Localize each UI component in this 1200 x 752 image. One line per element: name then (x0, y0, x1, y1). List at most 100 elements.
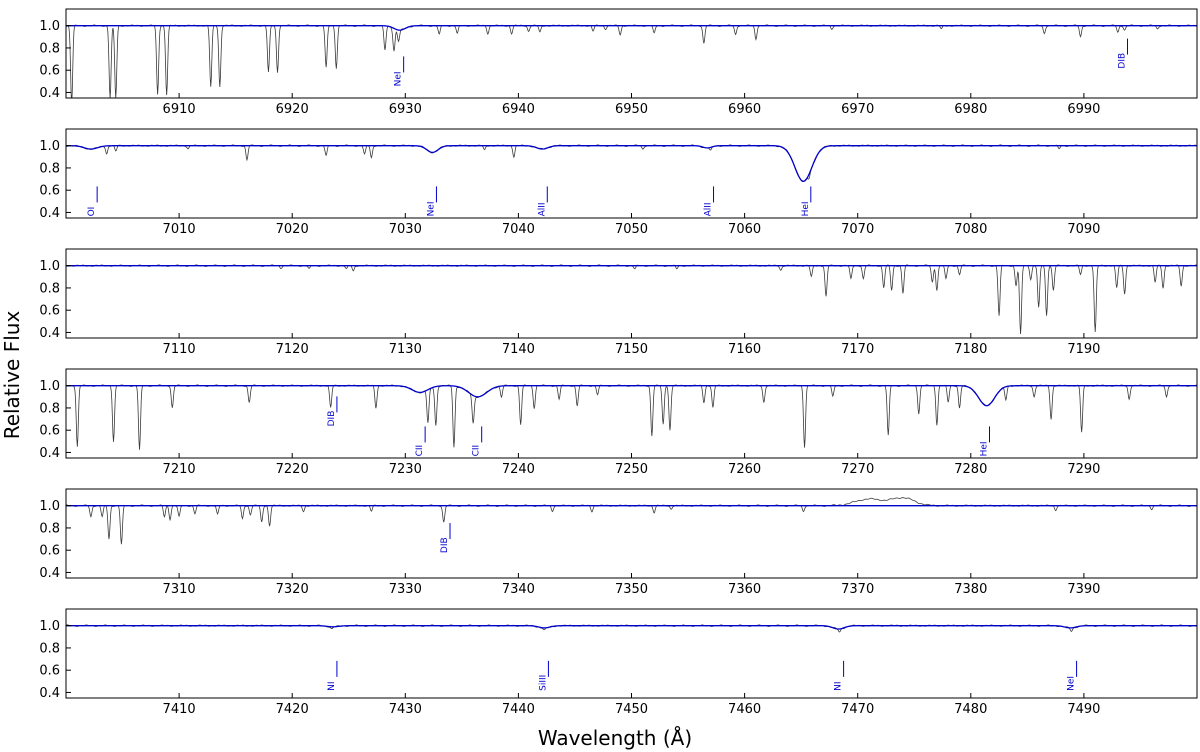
x-tick-label: 7180 (954, 342, 987, 357)
y-tick-label: 0.4 (39, 326, 60, 341)
x-tick-label: 7420 (276, 702, 309, 717)
x-tick-label: 7070 (841, 222, 874, 237)
x-tick-label: 7470 (841, 702, 874, 717)
x-tick-label: 7320 (276, 582, 309, 597)
x-tick-label: 7190 (1067, 342, 1100, 357)
y-tick-label: 0.4 (39, 566, 60, 581)
x-tick-label: 7020 (276, 222, 309, 237)
x-tick-label: 6920 (276, 102, 309, 117)
x-tick-label: 7230 (389, 462, 422, 477)
y-tick-label: 1.0 (39, 619, 60, 634)
model-spectrum-line-panel-6 (66, 625, 1197, 630)
y-tick-label: 0.6 (39, 64, 60, 79)
y-tick-label: 1.0 (39, 499, 60, 514)
line-id-label: NI (327, 681, 337, 690)
model-spectrum-line-panel-4 (66, 385, 1197, 407)
x-tick-label: 6930 (389, 102, 422, 117)
x-tick-label: 7170 (841, 342, 874, 357)
y-tick-label: 0.8 (39, 41, 60, 56)
x-tick-label: 7270 (841, 462, 874, 477)
x-tick-label: 7330 (389, 582, 422, 597)
y-tick-label: 1.0 (39, 19, 60, 34)
x-tick-label: 6980 (954, 102, 987, 117)
observed-spectrum-line-panel-1 (66, 24, 1197, 98)
x-tick-label: 7410 (163, 702, 196, 717)
observed-spectrum-line-panel-4 (66, 384, 1197, 450)
panel-frame (65, 368, 1198, 459)
panel-frame (65, 128, 1198, 219)
x-tick-label: 7150 (615, 342, 648, 357)
model-spectrum-line-panel-2 (66, 145, 1197, 182)
line-id-label: DIB (327, 411, 337, 427)
line-id-label: CII (415, 445, 425, 457)
panel-frame (65, 488, 1198, 579)
panel-1: 6910 6920 6930 6940 6950 6960 6970 6980 6990 0.4 0… (39, 8, 1198, 117)
x-tick-label: 7060 (728, 222, 761, 237)
y-tick-label: 0.8 (39, 281, 60, 296)
x-tick-label: 7390 (1067, 582, 1100, 597)
line-id-label: SiIII (538, 675, 548, 691)
panel-4: 7210 7220 7230 7240 7250 7260 7270 7280 7290 0.4 0… (39, 368, 1198, 477)
y-tick-label: 0.8 (39, 521, 60, 536)
line-id-label: OI (87, 207, 97, 217)
x-tick-label: 7290 (1067, 462, 1100, 477)
x-tick-label: 7440 (502, 702, 535, 717)
x-tick-label: 6950 (615, 102, 648, 117)
x-tick-label: 7080 (954, 222, 987, 237)
y-tick-label: 0.6 (39, 424, 60, 439)
x-tick-label: 7210 (163, 462, 196, 477)
observed-spectrum-line-panel-3 (66, 264, 1197, 334)
y-tick-label: 0.6 (39, 664, 60, 679)
line-id-label: NeI (394, 71, 404, 86)
x-tick-label: 7250 (615, 462, 648, 477)
y-tick-label: 0.4 (39, 86, 60, 101)
x-tick-label: 7010 (163, 222, 196, 237)
y-tick-label: 0.6 (39, 544, 60, 559)
line-id-label: NI (834, 681, 844, 690)
x-tick-label: 7240 (502, 462, 535, 477)
x-tick-label: 7030 (389, 222, 422, 237)
x-tick-label: 7140 (502, 342, 535, 357)
y-tick-label: 0.8 (39, 161, 60, 176)
panel-frame (65, 8, 1198, 99)
x-tick-label: 6910 (163, 102, 196, 117)
line-id-label: AlII (537, 202, 547, 216)
line-id-label: HeI (980, 441, 990, 456)
x-axis-title: Wavelength (Å) (538, 726, 692, 750)
x-tick-label: 7430 (389, 702, 422, 717)
y-tick-label: 0.8 (39, 401, 60, 416)
panel-3: 7110 7120 7130 7140 7150 7160 7170 7180 7190 0.4 0… (39, 248, 1198, 357)
observed-spectrum-line-panel-5 (66, 497, 1197, 545)
line-id-label: DIB (440, 537, 450, 553)
x-tick-label: 7110 (163, 342, 196, 357)
x-tick-label: 7490 (1067, 702, 1100, 717)
x-tick-label: 7090 (1067, 222, 1100, 237)
y-tick-label: 1.0 (39, 259, 60, 274)
y-tick-label: 0.4 (39, 446, 60, 461)
panel-frame (65, 608, 1198, 699)
x-tick-label: 7280 (954, 462, 987, 477)
x-tick-label: 7160 (728, 342, 761, 357)
line-id-label: NeI (1067, 676, 1077, 691)
line-id-label: CII (472, 445, 482, 457)
y-axis-title: Relative Flux (0, 311, 24, 440)
x-tick-label: 7480 (954, 702, 987, 717)
x-tick-label: 7050 (615, 222, 648, 237)
line-id-label: AlII (704, 202, 714, 216)
y-tick-label: 1.0 (39, 379, 60, 394)
x-tick-label: 7340 (502, 582, 535, 597)
panel-2: 7010 7020 7030 7040 7050 7060 7070 7080 7090 0.4 0… (39, 128, 1198, 237)
x-tick-label: 6940 (502, 102, 535, 117)
y-tick-label: 1.0 (39, 139, 60, 154)
y-tick-label: 0.4 (39, 686, 60, 701)
x-tick-label: 7450 (615, 702, 648, 717)
y-tick-label: 0.8 (39, 641, 60, 656)
x-tick-label: 7350 (615, 582, 648, 597)
x-tick-label: 6990 (1067, 102, 1100, 117)
panel-6: 7410 7420 7430 7440 7450 7460 7470 7480 7490 0.4 0… (39, 608, 1198, 717)
line-id-label: NeI (426, 201, 436, 216)
x-tick-label: 6970 (841, 102, 874, 117)
x-tick-label: 6960 (728, 102, 761, 117)
y-tick-label: 0.6 (39, 304, 60, 319)
